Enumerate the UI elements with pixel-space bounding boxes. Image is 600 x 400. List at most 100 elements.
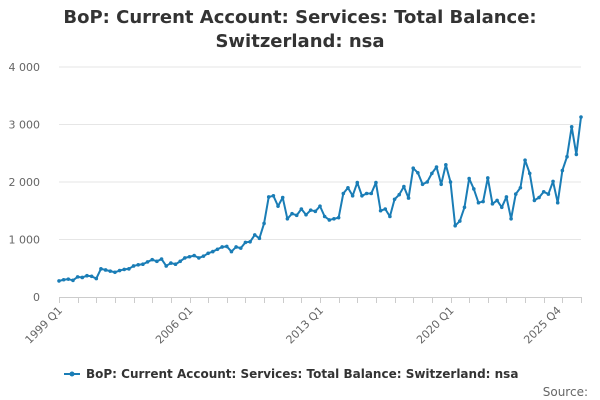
data-point[interactable] [504,195,509,199]
data-point[interactable] [369,191,374,196]
legend[interactable]: BoP: Current Account: Services: Total Ba… [64,367,518,381]
data-point[interactable] [257,236,262,241]
data-point[interactable] [150,257,155,262]
data-point[interactable] [364,191,369,196]
source-label[interactable]: Source: [543,385,588,399]
data-point[interactable] [187,254,192,259]
data-point[interactable] [346,185,350,190]
data-point[interactable] [532,198,537,203]
data-point[interactable] [327,218,332,222]
data-point[interactable] [164,264,168,268]
data-point[interactable] [495,198,499,203]
data-point[interactable] [183,256,187,260]
data-point[interactable] [117,268,122,273]
data-point[interactable] [141,262,145,267]
data-point[interactable] [304,212,308,217]
data-point[interactable] [322,214,327,219]
data-point[interactable] [551,179,555,184]
data-point[interactable] [420,182,425,187]
data-point[interactable] [430,171,434,176]
data-point[interactable] [560,168,565,173]
data-point[interactable] [66,277,71,281]
data-point[interactable] [122,267,127,272]
data-point[interactable] [472,187,476,191]
data-point[interactable] [229,249,234,254]
data-point[interactable] [411,166,416,170]
data-point[interactable] [458,219,462,223]
data-point[interactable] [201,254,206,258]
data-point[interactable] [145,260,150,264]
data-point[interactable] [527,171,532,176]
data-point[interactable] [388,214,392,219]
data-point[interactable] [192,253,196,258]
data-point[interactable] [569,125,574,129]
data-point[interactable] [416,171,420,175]
data-point[interactable] [537,195,541,200]
data-point[interactable] [499,205,504,210]
data-point[interactable] [294,213,299,218]
data-point[interactable] [89,274,94,279]
data-point[interactable] [481,199,485,204]
data-point[interactable] [71,278,75,283]
data-point[interactable] [374,180,378,185]
data-point[interactable] [94,276,99,281]
data-point[interactable] [509,217,513,221]
data-point[interactable] [513,192,518,196]
data-point[interactable] [397,192,402,197]
data-point[interactable] [215,247,220,252]
data-point[interactable] [425,180,430,184]
data-point[interactable] [178,259,182,264]
data-point[interactable] [224,244,229,249]
data-point[interactable] [350,194,355,198]
data-point[interactable] [579,115,583,119]
data-point[interactable] [453,223,457,228]
data-point[interactable] [234,245,238,249]
data-point[interactable] [75,275,80,279]
data-point[interactable] [173,262,178,267]
data-point[interactable] [402,184,406,189]
data-point[interactable] [313,209,318,214]
data-point[interactable] [197,256,201,260]
data-point[interactable] [169,261,173,265]
data-point[interactable] [378,208,383,213]
data-point[interactable] [546,192,551,196]
data-point[interactable] [467,176,471,181]
data-point[interactable] [360,194,364,198]
data-point[interactable] [462,205,467,210]
data-point[interactable] [252,233,257,237]
data-point[interactable] [99,267,103,271]
data-point[interactable] [243,240,248,245]
data-point[interactable] [211,249,215,254]
data-point[interactable] [136,263,141,267]
data-point[interactable] [238,246,243,250]
data-point[interactable] [332,217,336,221]
data-point[interactable] [336,215,341,220]
data-point[interactable] [113,270,117,275]
data-point[interactable] [308,208,313,212]
data-point[interactable] [341,191,346,196]
data-point[interactable] [318,204,322,208]
data-point[interactable] [434,165,439,169]
data-point[interactable] [444,162,448,167]
data-point[interactable] [280,195,285,200]
data-point[interactable] [206,251,210,256]
data-point[interactable] [266,195,271,199]
data-point[interactable] [103,268,108,272]
data-point[interactable] [565,154,569,159]
data-point[interactable] [159,257,164,261]
data-point[interactable] [57,279,61,283]
data-point[interactable] [574,152,579,157]
data-point[interactable] [61,277,66,282]
data-point[interactable] [271,194,276,198]
data-point[interactable] [220,245,224,249]
data-point[interactable] [541,189,546,194]
data-point[interactable] [80,275,85,280]
data-point[interactable] [439,182,443,187]
data-point[interactable] [85,273,89,278]
data-point[interactable] [490,202,495,206]
data-point[interactable] [406,196,411,200]
data-point[interactable] [262,221,266,226]
data-point[interactable] [518,185,523,190]
data-point[interactable] [131,264,136,268]
data-point[interactable] [248,240,252,244]
